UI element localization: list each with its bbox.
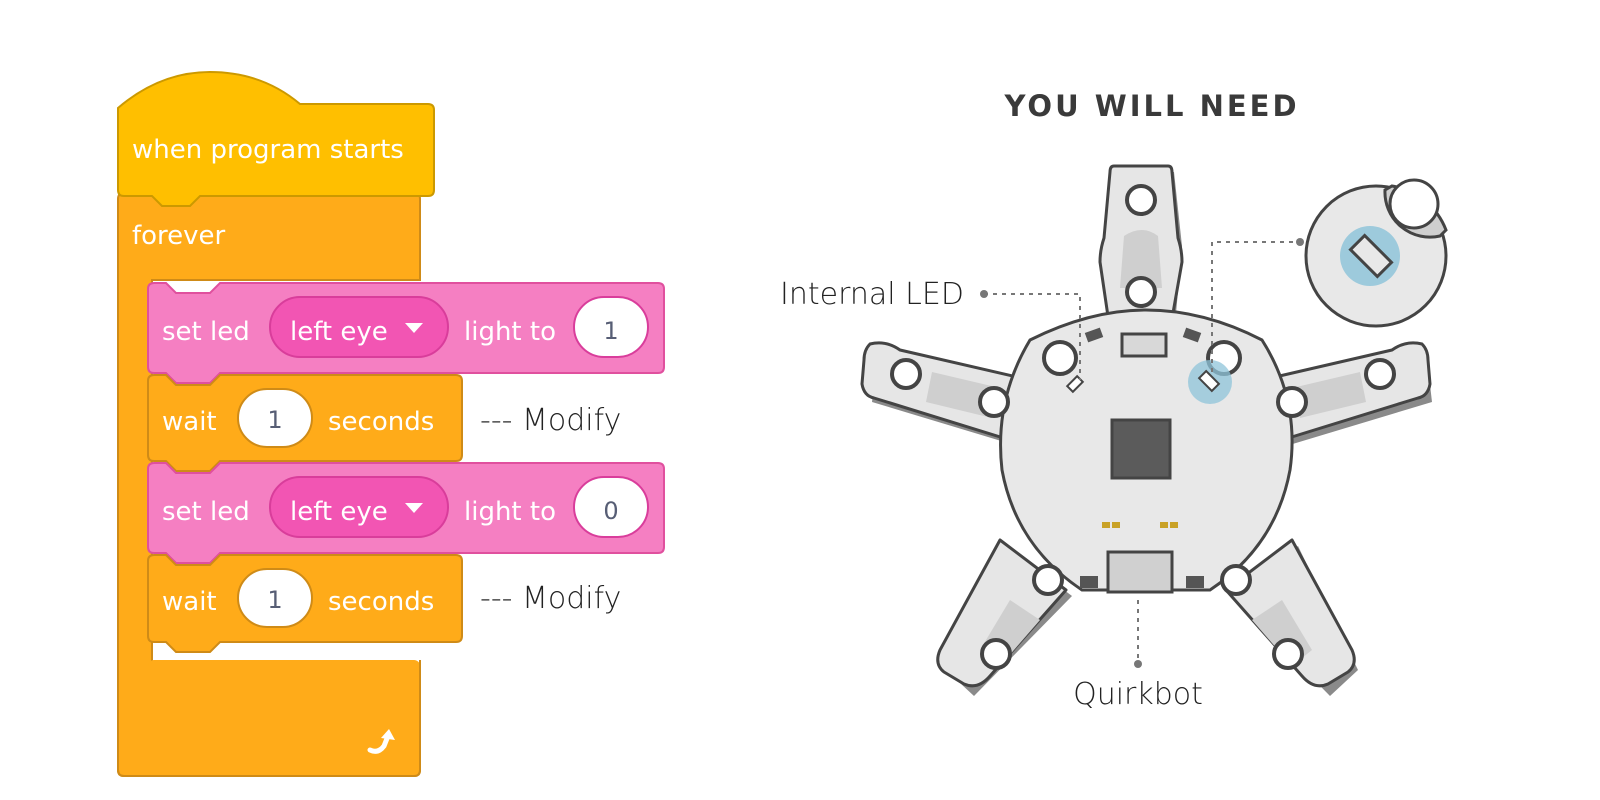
chevron-down-icon	[405, 503, 423, 513]
led-dropdown-2[interactable]: left eye	[269, 476, 449, 538]
internal-led-label: Internal LED	[780, 277, 964, 312]
light-value-1: 1	[603, 317, 618, 345]
light-value-2: 0	[603, 497, 618, 525]
modify-note-2: --- Modify	[480, 581, 621, 616]
wait-seconds-input-1[interactable]: 1	[237, 388, 313, 448]
wait-label-1: wait	[162, 407, 217, 437]
callout-lines	[984, 241, 1300, 662]
forever-block[interactable]: forever	[117, 192, 421, 777]
wait-label-2: wait	[162, 587, 217, 617]
light-to-label-2: light to	[464, 497, 556, 527]
wait-seconds-input-2[interactable]: 1	[237, 568, 313, 628]
dropdown-value-1: left eye	[290, 317, 388, 347]
set-led-label-2: set led	[162, 497, 250, 527]
modify-note-1: --- Modify	[480, 403, 621, 438]
led-zoom-icon	[1304, 178, 1448, 328]
forever-label: forever	[132, 221, 226, 251]
loop-arrow-icon	[367, 729, 395, 754]
set-led-block-2[interactable]: set led left eye light to 0	[147, 462, 665, 564]
quirkbot-illustration	[860, 164, 1432, 696]
seconds-label-2: seconds	[328, 587, 434, 617]
light-value-input-2[interactable]: 0	[573, 476, 649, 538]
dropdown-value-2: left eye	[290, 497, 388, 527]
set-led-label-1: set led	[162, 317, 250, 347]
hat-label: when program starts	[132, 135, 404, 165]
wait-value-1: 1	[267, 406, 282, 434]
set-led-block-1[interactable]: set led left eye light to 1	[147, 282, 665, 384]
quirkbot-label: Quirkbot	[1073, 677, 1203, 712]
wait-block-2[interactable]: wait 1 seconds	[147, 554, 463, 653]
wait-value-2: 1	[267, 586, 282, 614]
when-program-starts-block[interactable]: when program starts	[117, 70, 435, 207]
block-script[interactable]: forever when program starts set led left…	[117, 70, 665, 777]
panel-title: YOU WILL NEED	[1003, 89, 1299, 123]
seconds-label-1: seconds	[328, 407, 434, 437]
light-to-label-1: light to	[464, 317, 556, 347]
chevron-down-icon	[405, 323, 423, 333]
wait-block-1[interactable]: wait 1 seconds	[147, 374, 463, 472]
led-dropdown-1[interactable]: left eye	[269, 296, 449, 358]
light-value-input-1[interactable]: 1	[573, 296, 649, 358]
